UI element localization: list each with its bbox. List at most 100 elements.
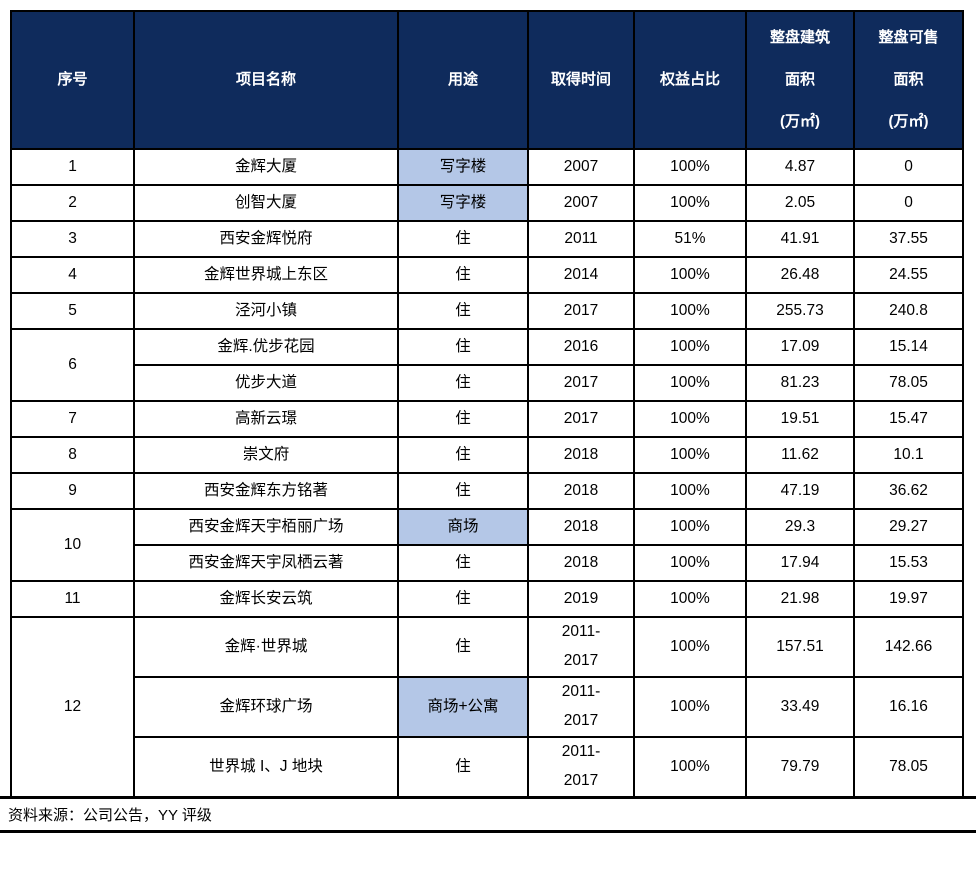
cell-no: 5: [10, 292, 135, 330]
column-header-time: 取得时间: [527, 10, 635, 150]
cell-project-name: 崇文府: [133, 436, 399, 474]
cell-equity: 100%: [633, 616, 747, 678]
cell-project-name: 金辉世界城上东区: [133, 256, 399, 294]
cell-gfa: 17.09: [745, 328, 855, 366]
cell-equity: 100%: [633, 292, 747, 330]
column-header-equity: 权益占比: [633, 10, 747, 150]
cell-no: 4: [10, 256, 135, 294]
cell-project-name: 西安金辉天宇凤栖云著: [133, 544, 399, 582]
table-row: 10 西安金辉天宇栢丽广场 商场 2018 100% 29.3 29.27: [10, 508, 964, 582]
cell-equity: 100%: [633, 676, 747, 738]
cell-time: 2017: [527, 292, 635, 330]
cell-use: 住: [397, 220, 529, 258]
cell-gfa: 157.51: [745, 616, 855, 678]
cell-no: 10: [10, 508, 135, 582]
cell-sellable: 19.97: [853, 580, 964, 618]
cell-gfa: 4.87: [745, 148, 855, 186]
cell-equity: 100%: [633, 400, 747, 438]
cell-use: 住: [397, 616, 529, 678]
cell-use: 住: [397, 292, 529, 330]
cell-time: 2011-2017: [527, 676, 635, 738]
cell-project-name: 世界城 I、J 地块: [133, 736, 399, 798]
cell-use: 住: [397, 364, 529, 402]
cell-use: 住: [397, 736, 529, 798]
cell-gfa: 79.79: [745, 736, 855, 798]
cell-time: 2018: [527, 436, 635, 474]
cell-use: 住: [397, 580, 529, 618]
cell-use: 住: [397, 436, 529, 474]
table-row: 3 西安金辉悦府住 2011 51% 41.91 37.55: [10, 220, 964, 258]
cell-sellable: 24.55: [853, 256, 964, 294]
table-row: 11 金辉长安云筑住 2019 100% 21.98 19.97: [10, 580, 964, 618]
time-range: 2011-2017: [561, 743, 601, 789]
cell-gfa: 19.51: [745, 400, 855, 438]
cell-sellable: 29.27: [853, 508, 964, 546]
table-row: 4 金辉世界城上东区住 2014 100% 26.48 24.55: [10, 256, 964, 294]
cell-time: 2011-2017: [527, 616, 635, 678]
cell-equity: 100%: [633, 472, 747, 510]
cell-no: 8: [10, 436, 135, 474]
cell-time: 2011-2017: [527, 736, 635, 798]
cell-time: 2017: [527, 364, 635, 402]
time-range: 2011-2017: [561, 623, 601, 669]
cell-sellable: 78.05: [853, 736, 964, 798]
cell-gfa: 2.05: [745, 184, 855, 222]
cell-time: 2018: [527, 544, 635, 582]
cell-no: 12: [10, 616, 135, 798]
cell-no: 1: [10, 148, 135, 186]
cell-equity: 100%: [633, 736, 747, 798]
cell-gfa: 21.98: [745, 580, 855, 618]
table-row: 9 西安金辉东方铭著住 2018 100% 47.19 36.62: [10, 472, 964, 510]
table-row: 5 泾河小镇住 2017 100% 255.73 240.8: [10, 292, 964, 330]
cell-gfa: 17.94: [745, 544, 855, 582]
cell-sellable: 36.62: [853, 472, 964, 510]
cell-project-name: 金辉长安云筑: [133, 580, 399, 618]
source-note: 资料来源：公司公告，YY 评级: [8, 807, 212, 824]
table-row: 世界城 I、J 地块住 2011-2017 100% 79.79 78.05: [11, 736, 964, 798]
cell-equity: 100%: [633, 184, 747, 222]
column-header-sellable: 整盘可售 面积 (万㎡): [853, 10, 964, 150]
cell-project-name: 西安金辉悦府: [133, 220, 399, 258]
cell-use: 住: [397, 544, 529, 582]
time-range: 2011-2017: [561, 683, 601, 729]
cell-project-name: 金辉.优步花园: [133, 328, 399, 366]
cell-no: 3: [10, 220, 135, 258]
cell-gfa: 41.91: [745, 220, 855, 258]
cell-equity: 100%: [633, 256, 747, 294]
cell-time: 2018: [527, 508, 635, 546]
cell-gfa: 81.23: [745, 364, 855, 402]
cell-time: 2017: [527, 400, 635, 438]
table-row: 7 高新云璟住 2017 100% 19.51 15.47: [10, 400, 964, 438]
cell-gfa: 47.19: [745, 472, 855, 510]
table-row: 优步大道住 2017 100% 81.23 78.05: [11, 364, 964, 402]
cell-time: 2007: [527, 148, 635, 186]
cell-equity: 100%: [633, 364, 747, 402]
table-row: 8 崇文府住 2018 100% 11.62 10.1: [10, 436, 964, 474]
table-row: 西安金辉天宇凤栖云著住 2018 100% 17.94 15.53: [11, 544, 964, 582]
cell-use: 住: [397, 472, 529, 510]
cell-no: 2: [10, 184, 135, 222]
cell-equity: 100%: [633, 436, 747, 474]
table-row: 金辉环球广场 商场+公寓 2011-2017 100% 33.49 16.16: [11, 676, 964, 738]
cell-gfa: 11.62: [745, 436, 855, 474]
cell-use: 住: [397, 328, 529, 366]
cell-time: 2018: [527, 472, 635, 510]
table-body: 1 金辉大厦 写字楼 2007 100% 4.87 0 2 创智大厦 写字楼 2007 100% 2.0…: [10, 148, 964, 798]
cell-no: 11: [10, 580, 135, 618]
cell-equity: 100%: [633, 148, 747, 186]
cell-sellable: 15.53: [853, 544, 964, 582]
table-bottom-rule: [0, 796, 976, 799]
cell-equity: 100%: [633, 580, 747, 618]
cell-use: 写字楼: [397, 148, 529, 186]
cell-sellable: 142.66: [853, 616, 964, 678]
table-row: 6 金辉.优步花园住 2016 100% 17.09 15.14: [10, 328, 964, 402]
cell-project-name: 金辉大厦: [133, 148, 399, 186]
table-row: 2 创智大厦 写字楼 2007 100% 2.05 0: [10, 184, 964, 222]
cell-project-name: 泾河小镇: [133, 292, 399, 330]
table-row: 12 金辉·世界城住 2011-2017 100% 157.51 142.66: [10, 616, 964, 798]
cell-project-name: 金辉环球广场: [133, 676, 399, 738]
cell-project-name: 金辉·世界城: [133, 616, 399, 678]
cell-project-name: 高新云璟: [133, 400, 399, 438]
header-row: 序号 项目名称 用途 取得时间 权益占比 整盘建筑 面积 (万㎡) 整盘可售 面积 (万㎡): [10, 10, 964, 150]
